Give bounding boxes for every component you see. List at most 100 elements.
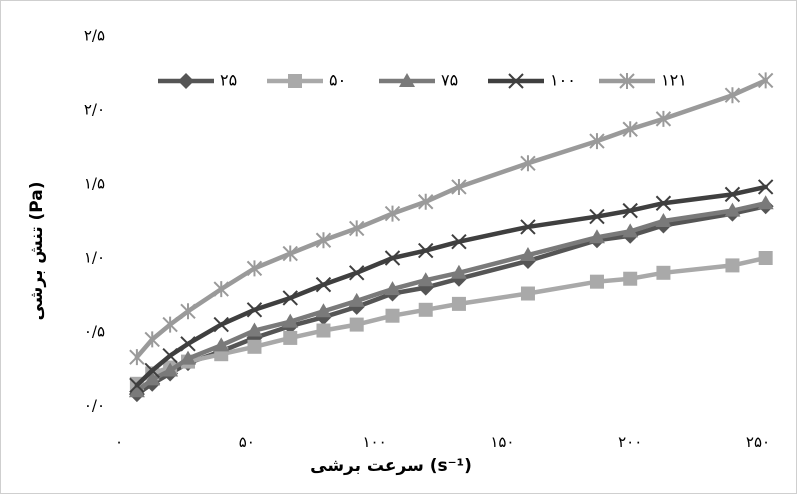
data-point bbox=[283, 330, 298, 345]
data-point bbox=[520, 155, 536, 172]
series-layer bbox=[128, 72, 774, 403]
legend-marker bbox=[178, 73, 194, 89]
data-point bbox=[384, 205, 401, 222]
data-point bbox=[384, 250, 401, 266]
data-point bbox=[315, 232, 332, 249]
data-point bbox=[162, 347, 178, 364]
data-point bbox=[349, 265, 365, 281]
data-point bbox=[519, 247, 536, 262]
x-tick-label: ۲۰۰ bbox=[618, 433, 642, 451]
data-point bbox=[655, 110, 672, 127]
data-point bbox=[520, 286, 535, 301]
data-point bbox=[180, 303, 196, 320]
legend-item: ۱۲۱ bbox=[599, 71, 687, 90]
legend-label: ۵۰ bbox=[329, 71, 346, 90]
legend-marker bbox=[399, 73, 415, 87]
data-point bbox=[247, 339, 262, 354]
data-point bbox=[129, 377, 145, 393]
data-point bbox=[144, 362, 160, 379]
data-point bbox=[315, 276, 332, 293]
data-point bbox=[282, 313, 299, 328]
data-point bbox=[725, 258, 740, 273]
data-point bbox=[282, 245, 298, 262]
data-point bbox=[724, 186, 741, 203]
data-point bbox=[450, 264, 467, 279]
data-point bbox=[162, 362, 179, 377]
series-line bbox=[134, 184, 768, 388]
legend-marker bbox=[508, 73, 524, 89]
x-tick-label: ۰ bbox=[115, 433, 123, 451]
y-axis-title: تنش برشی (Pa) bbox=[27, 181, 47, 320]
y-tick-label: ۲/۵ bbox=[84, 27, 105, 45]
data-point bbox=[213, 337, 230, 352]
data-point bbox=[623, 271, 638, 286]
data-point bbox=[656, 265, 671, 280]
data-point bbox=[758, 251, 773, 265]
x-tick-label: ۵۰ bbox=[239, 433, 255, 451]
x-tick-label: ۲۵۰ bbox=[746, 433, 770, 451]
data-point bbox=[757, 179, 774, 195]
legend-item: ۲۵ bbox=[158, 71, 237, 90]
series-4 bbox=[129, 72, 774, 366]
series-3 bbox=[129, 179, 774, 393]
data-point bbox=[724, 87, 741, 104]
data-point bbox=[724, 202, 741, 217]
legend-item: ۱۰۰ bbox=[488, 71, 576, 90]
legend-item: ۵۰ bbox=[267, 71, 346, 90]
data-point bbox=[655, 195, 672, 211]
data-point bbox=[316, 323, 331, 338]
x-tick-label: ۱۵۰ bbox=[490, 433, 514, 451]
data-point bbox=[129, 349, 145, 366]
data-point bbox=[451, 296, 466, 311]
data-point bbox=[128, 383, 145, 398]
data-point bbox=[180, 336, 196, 352]
data-point bbox=[520, 219, 536, 235]
legend-marker bbox=[619, 73, 635, 89]
data-point bbox=[589, 208, 605, 225]
data-point bbox=[246, 260, 263, 277]
data-point bbox=[282, 290, 298, 306]
data-point bbox=[417, 272, 434, 287]
data-point bbox=[348, 292, 365, 307]
data-point bbox=[384, 281, 401, 296]
data-point bbox=[418, 302, 433, 317]
axes: ۰/۰ ۰/۵ ۱/۰ ۱/۵ ۲/۰ ۲/۵ ۰ ۵۰ ۱۰۰ ۱۵۰ ۲۰۰ ۲۵۰ bbox=[84, 27, 770, 452]
data-point bbox=[622, 121, 638, 138]
data-point bbox=[757, 72, 774, 89]
series-line bbox=[134, 200, 768, 394]
legend-label: ۷۵ bbox=[441, 71, 458, 90]
legend-item: ۷۵ bbox=[379, 71, 458, 90]
x-axis-title: سرعت برشی (s⁻¹) bbox=[310, 456, 472, 476]
data-point bbox=[162, 316, 178, 333]
legend-label: ۱۲۱ bbox=[661, 71, 687, 90]
x-tick-label: ۱۰۰ bbox=[363, 433, 387, 451]
data-point bbox=[622, 202, 638, 219]
legend-marker bbox=[288, 74, 302, 88]
legend-label: ۲۵ bbox=[220, 71, 237, 90]
series-line bbox=[134, 203, 768, 397]
data-point bbox=[144, 371, 161, 386]
y-tick-label: ۲/۰ bbox=[84, 101, 105, 119]
series-0 bbox=[128, 198, 774, 403]
data-point bbox=[418, 242, 434, 259]
data-point bbox=[655, 213, 672, 227]
data-point bbox=[246, 302, 263, 318]
legend: ۲۵ ۵۰ ۷۵ ۱۰۰ ۱۲۱ bbox=[158, 71, 687, 90]
data-point bbox=[349, 317, 364, 332]
data-point bbox=[246, 322, 263, 337]
data-point bbox=[451, 234, 467, 250]
data-point bbox=[589, 133, 605, 150]
y-tick-label: ۰/۵ bbox=[84, 323, 105, 341]
data-point bbox=[589, 274, 604, 289]
data-point bbox=[180, 350, 197, 365]
data-point bbox=[144, 331, 160, 348]
data-point bbox=[418, 193, 434, 210]
data-point bbox=[385, 308, 400, 323]
data-point bbox=[757, 195, 774, 210]
data-point bbox=[213, 281, 229, 298]
data-point bbox=[622, 223, 639, 238]
data-point bbox=[315, 303, 332, 318]
data-point bbox=[451, 178, 467, 195]
